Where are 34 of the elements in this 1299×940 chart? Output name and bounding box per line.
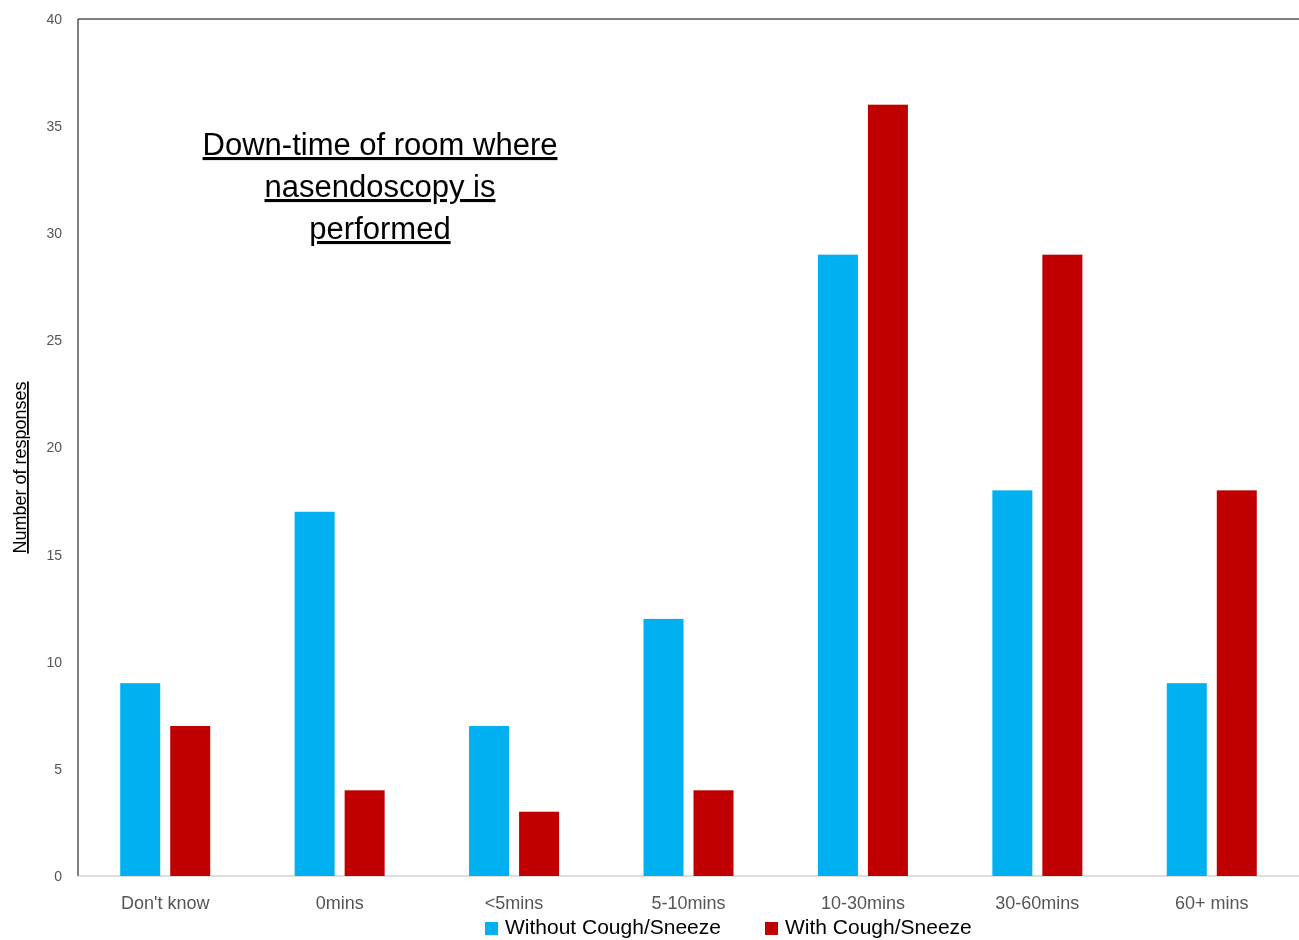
bar bbox=[120, 683, 161, 876]
y-tick-label: 40 bbox=[46, 10, 63, 27]
bar bbox=[170, 726, 211, 876]
legend-label: With Cough/Sneeze bbox=[785, 915, 972, 938]
x-tick-label: 5-10mins bbox=[651, 893, 726, 913]
x-tick-label: 10-30mins bbox=[820, 893, 905, 913]
x-tick-label: <5mins bbox=[484, 893, 544, 913]
bar bbox=[817, 254, 858, 876]
bar bbox=[693, 790, 734, 876]
bar bbox=[643, 618, 684, 876]
bar bbox=[992, 490, 1033, 876]
y-tick-label: 10 bbox=[46, 653, 63, 670]
y-tick-label: 20 bbox=[46, 439, 63, 456]
text: Down-time of room where nasendoscopy is performed bbox=[202, 127, 558, 246]
y-tick-label: 30 bbox=[46, 225, 63, 242]
bar bbox=[867, 104, 908, 876]
bar bbox=[519, 811, 560, 876]
bar bbox=[344, 790, 385, 876]
y-tick-label: 35 bbox=[46, 118, 63, 135]
y-tick-label: 15 bbox=[46, 546, 63, 563]
y-tick-label: 25 bbox=[46, 332, 63, 349]
bar bbox=[1216, 490, 1257, 876]
x-tick-label: 0mins bbox=[315, 893, 364, 913]
bar bbox=[469, 726, 510, 876]
bar bbox=[1042, 254, 1083, 876]
x-tick-label: 30-60mins bbox=[995, 893, 1080, 913]
bar bbox=[1166, 683, 1207, 876]
y-axis-title: Number of responses bbox=[10, 381, 30, 554]
x-tick-label: Don't know bbox=[120, 893, 211, 913]
y-tick-label: 0 bbox=[54, 867, 63, 884]
bar bbox=[294, 511, 335, 876]
legend-label: Without Cough/Sneeze bbox=[505, 915, 721, 938]
x-tick-label: 60+ mins bbox=[1175, 893, 1249, 913]
y-tick-label: 5 bbox=[54, 760, 63, 777]
